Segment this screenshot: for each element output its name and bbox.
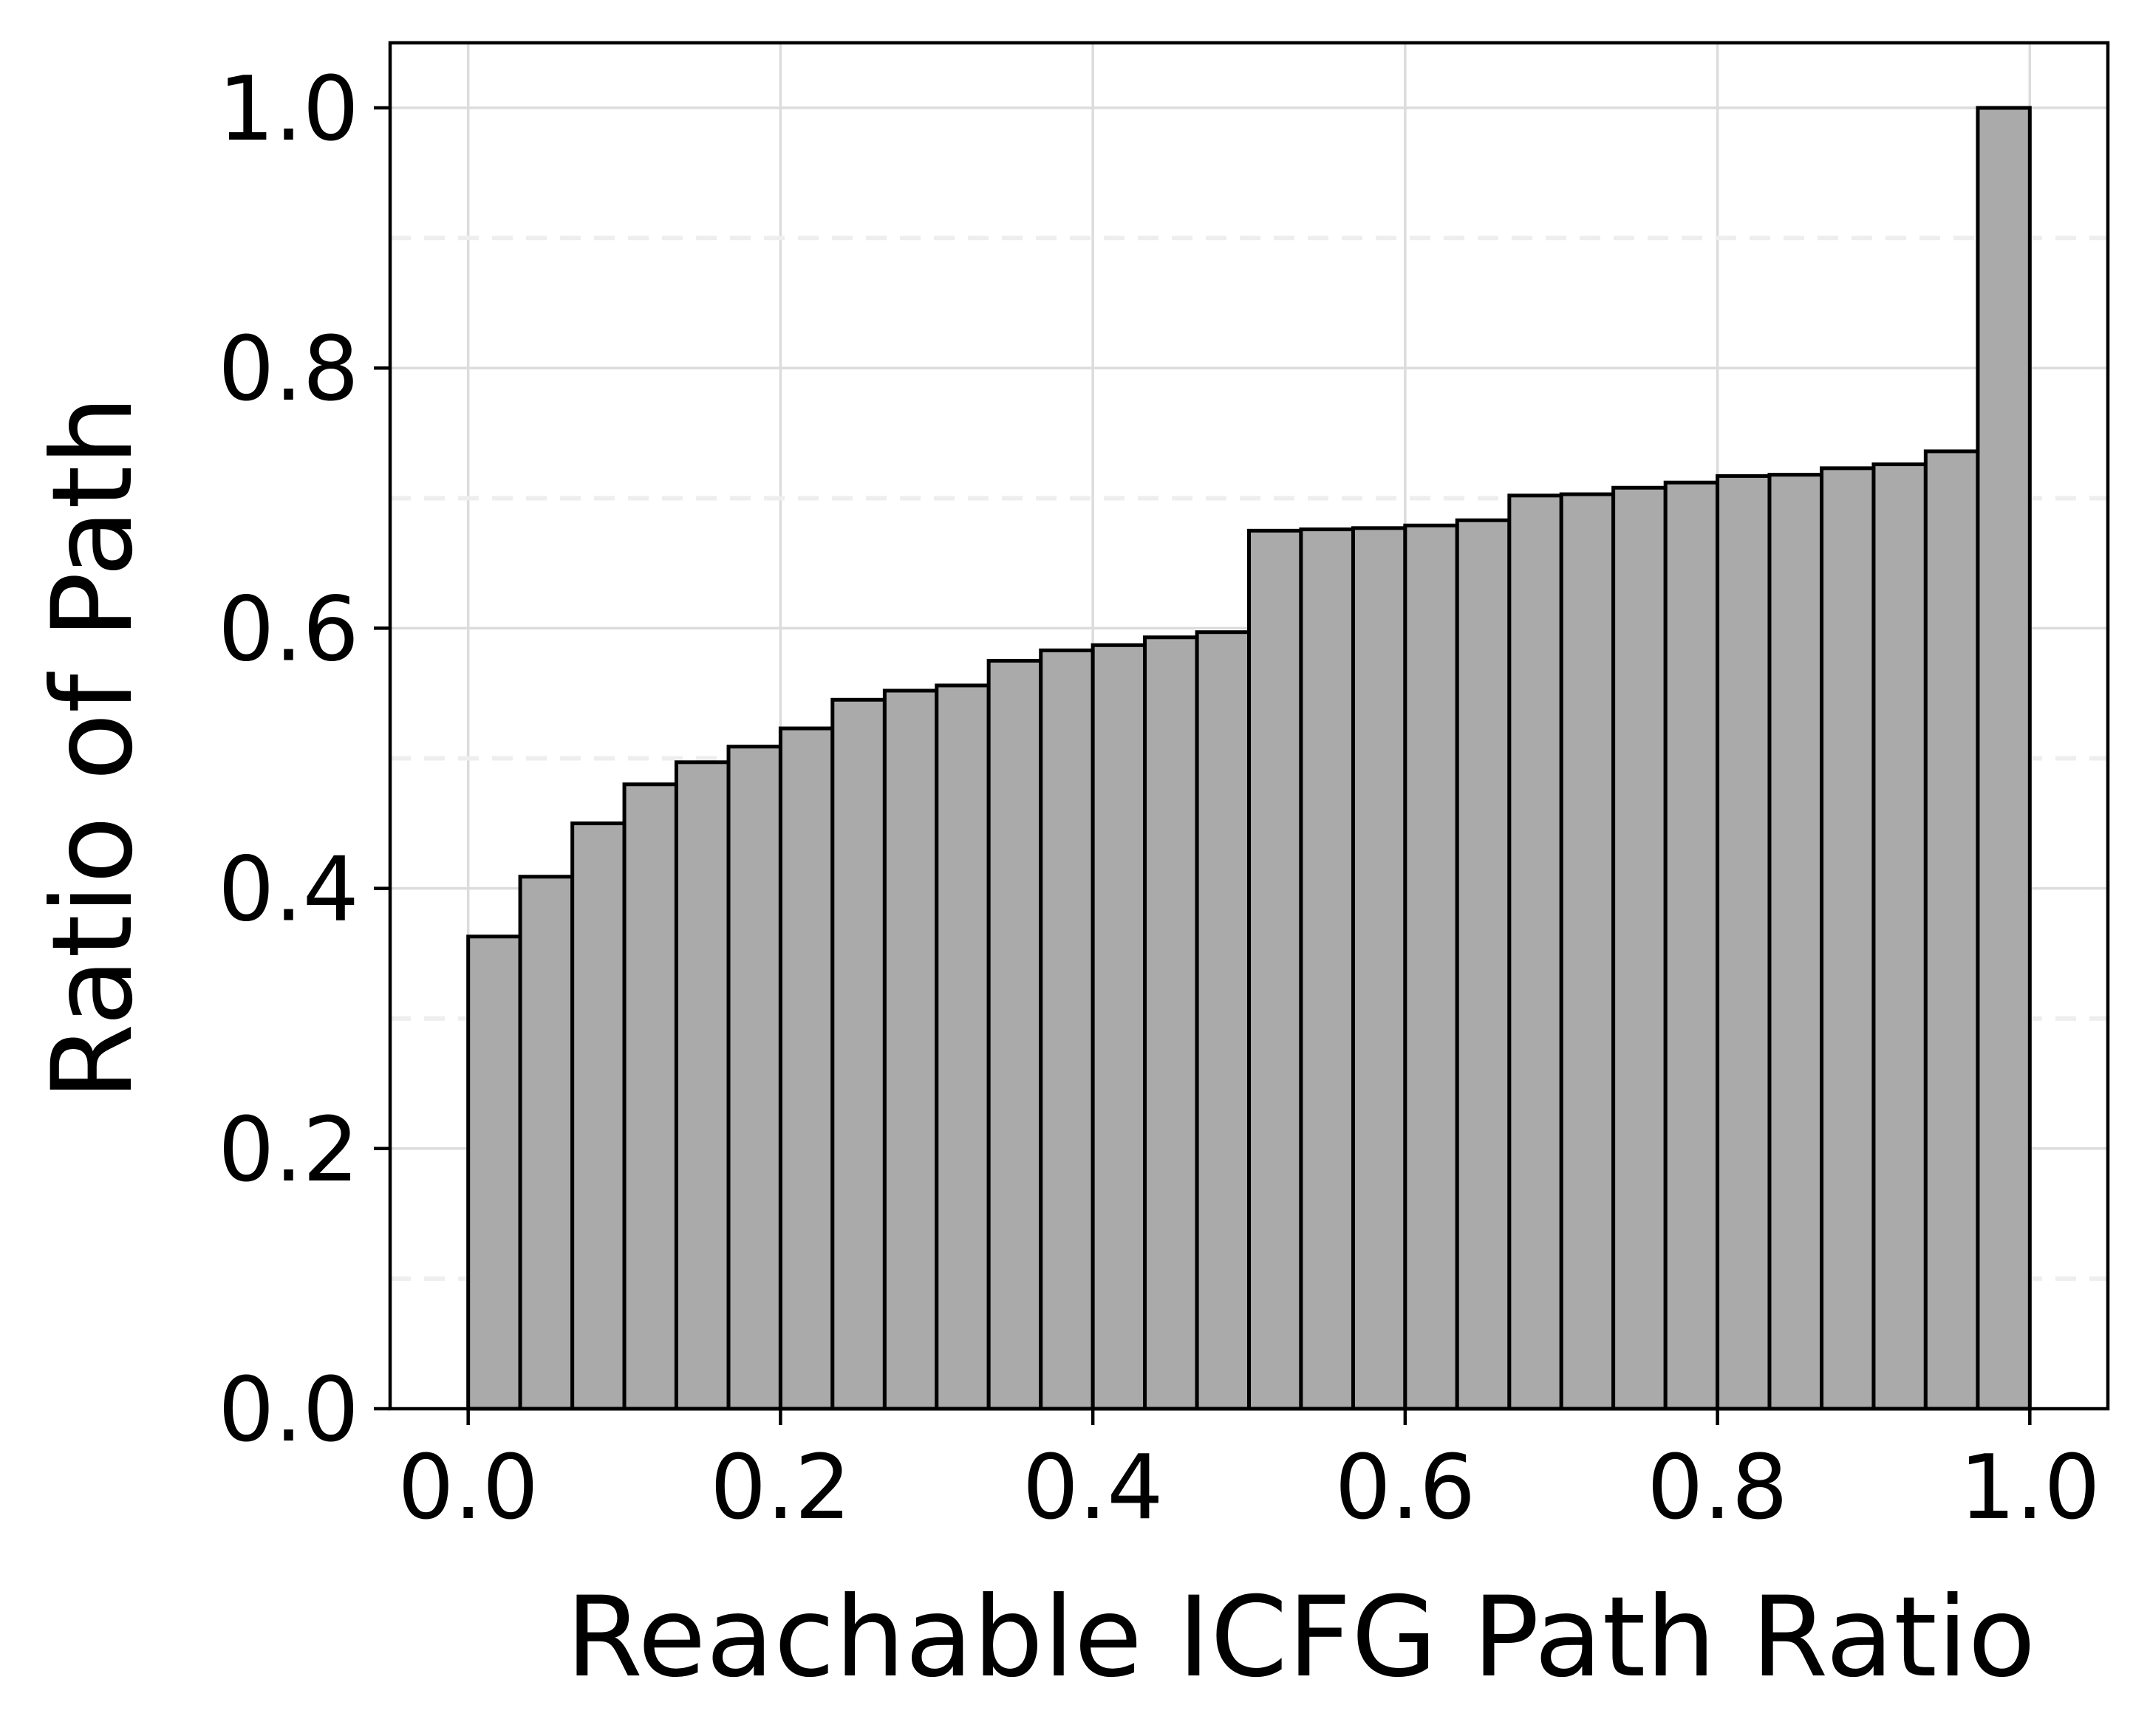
bar [1039,648,1095,1411]
bar [674,760,731,1411]
y-tick-label: 0.0 [218,1359,359,1462]
bars-layer [466,106,2032,1411]
bar [1767,473,1824,1411]
y-axis-title: Ratio of Path [29,395,157,1101]
bar [778,726,835,1411]
bar [1455,518,1512,1411]
bar [1247,528,1303,1411]
bar [935,683,991,1411]
bar [1143,635,1199,1411]
bar [1403,523,1459,1411]
y-axis: 0.0 0.2 0.4 0.6 0.8 1.0 [218,58,390,1462]
y-tick-label: 0.4 [218,839,359,942]
bar [570,821,627,1411]
bar [1611,485,1668,1411]
x-axis: 0.0 0.2 0.4 0.6 0.8 1.0 [397,1409,2100,1539]
bar [882,688,939,1411]
bar [1663,480,1720,1411]
x-tick-label: 0.0 [397,1437,539,1539]
bar [518,875,575,1411]
bar [830,697,887,1411]
bar [1351,526,1407,1411]
bar [466,934,522,1411]
x-tick-label: 0.6 [1334,1437,1475,1539]
bar [1507,493,1563,1411]
x-tick-label: 0.2 [710,1437,851,1539]
x-tick-label: 0.8 [1647,1437,1788,1539]
bar [1871,462,1928,1411]
x-axis-title: Reachable ICFG Path Ratio [566,1573,2035,1702]
y-tick-label: 1.0 [218,58,359,161]
y-tick-label: 0.2 [218,1099,359,1202]
bar [1976,106,2032,1411]
bar [1923,449,1980,1411]
bar [1195,630,1252,1411]
y-tick-label: 0.6 [218,578,359,681]
y-tick-label: 0.8 [218,318,359,421]
plot-frame [388,41,2110,1411]
bar [726,745,782,1411]
bar [986,658,1043,1411]
bar [622,782,678,1411]
bar [1716,474,1772,1411]
x-tick-label: 1.0 [1959,1437,2100,1539]
bar [1559,492,1616,1411]
bar [1820,466,1876,1411]
x-tick-label: 0.4 [1023,1437,1164,1539]
bar [1299,527,1355,1411]
bar [1091,643,1147,1411]
